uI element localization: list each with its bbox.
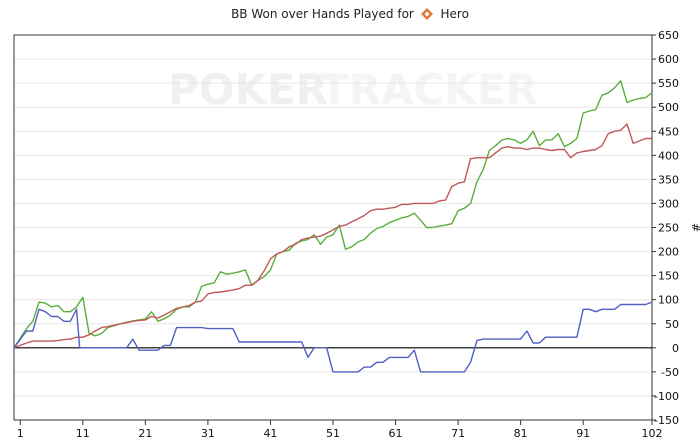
x-tick-label: 41 [263, 427, 277, 440]
y-tick-label: 150 [658, 270, 679, 283]
series-line-red [13, 123, 652, 349]
x-axis: 1 11 21 31 41 51 61 71 81 91 102 [17, 420, 663, 440]
x-tick-label: 51 [326, 427, 340, 440]
y-tick-label: 550 [658, 77, 679, 90]
chart-title-text: BB Won over Hands Played for [231, 7, 414, 21]
y-tick-label: 650 [658, 29, 679, 42]
x-tick-label: 81 [514, 427, 528, 440]
x-tick-label: 102 [642, 427, 663, 440]
series-lines [13, 79, 653, 373]
y-tick-label: 0 [672, 342, 679, 355]
x-tick-label: 31 [201, 427, 215, 440]
y-tick-label: 50 [665, 318, 679, 331]
y-tick-label: -50 [661, 366, 679, 379]
y-tick-label: 450 [658, 125, 679, 138]
diamond-icon [420, 8, 433, 20]
chart-title: BB Won over Hands Played for Hero [0, 7, 700, 21]
y-tick-label: 300 [658, 197, 679, 210]
y-tick-label: -100 [654, 390, 679, 403]
y-tick-label: 400 [658, 149, 679, 162]
y-tick-label: 250 [658, 222, 679, 235]
y-tick-label: 200 [658, 246, 679, 259]
x-tick-label: 1 [17, 427, 24, 440]
series-line-green [13, 79, 653, 349]
x-tick-label: 11 [76, 427, 90, 440]
y-axis: -150 -100 -50 0 50 100 150 200 250 300 350 400 450 50… [652, 29, 679, 427]
series-line-blue [13, 301, 653, 373]
watermark-text-poker: POKER [168, 65, 328, 114]
y-tick-label: 600 [658, 53, 679, 66]
x-tick-label: 61 [389, 427, 403, 440]
x-tick-label: 91 [576, 427, 590, 440]
chart-title-player: Hero [440, 7, 469, 21]
y-tick-label: 100 [658, 294, 679, 307]
x-tick-label: 71 [451, 427, 465, 440]
y-axis-label: # [689, 223, 700, 232]
y-tick-label: 350 [658, 173, 679, 186]
poker-tracker-watermark: POKER TRACKER [168, 65, 538, 114]
y-tick-label: 500 [658, 101, 679, 114]
y-tick-label: -150 [654, 414, 679, 427]
x-tick-label: 21 [138, 427, 152, 440]
watermark-text-tracker: TRACKER [320, 65, 538, 114]
